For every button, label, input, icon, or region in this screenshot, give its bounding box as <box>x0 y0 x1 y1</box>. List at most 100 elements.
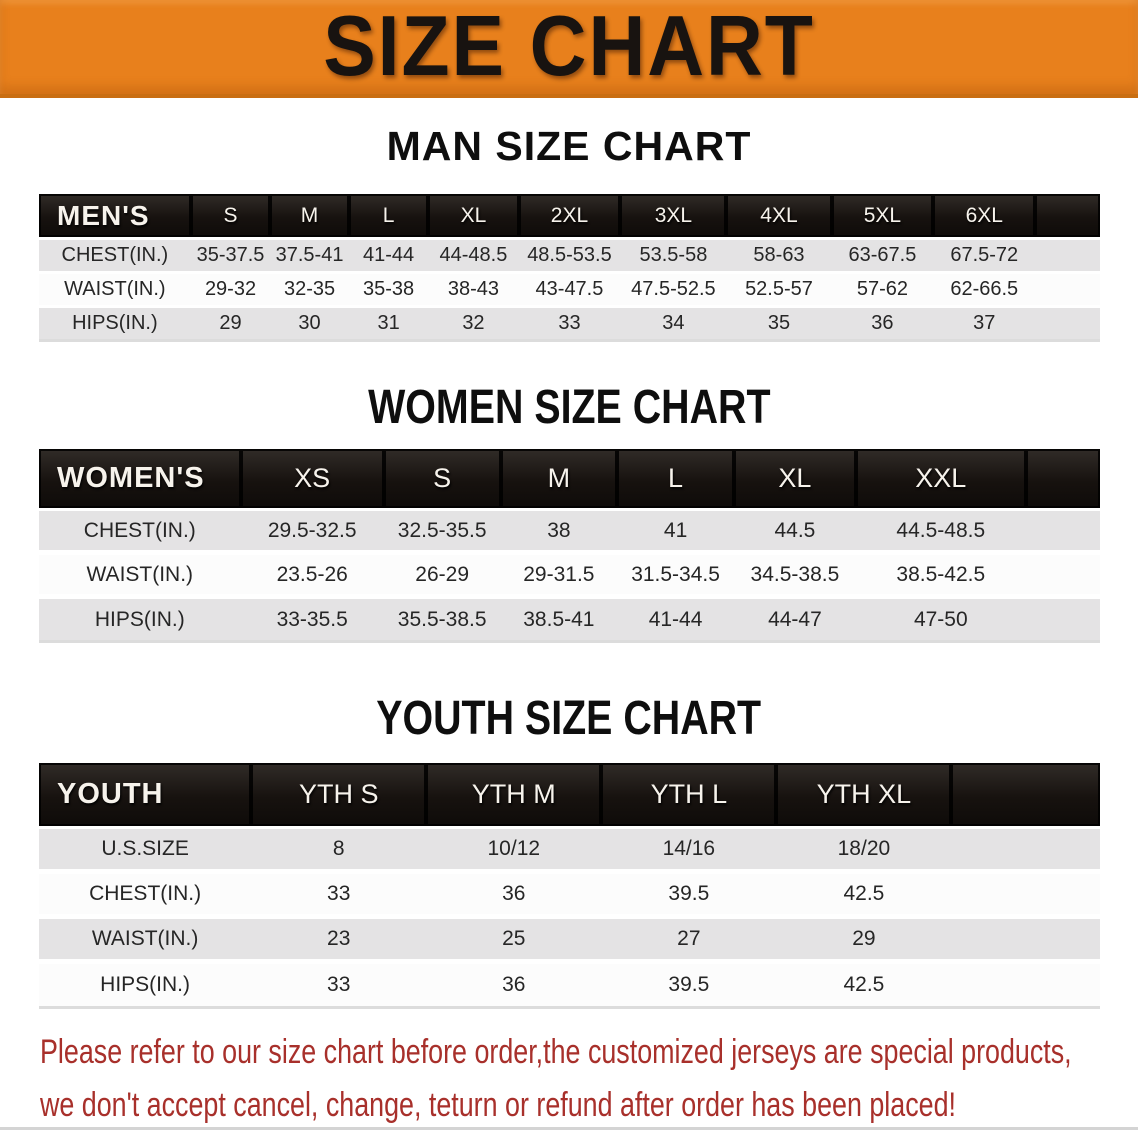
trailing-space <box>951 919 1100 964</box>
disclaimer: Please refer to our size chart before or… <box>40 1029 1138 1132</box>
size-value-cell: 37 <box>933 308 1036 342</box>
size-value-cell: 33 <box>251 964 427 1009</box>
size-value-cell: 41-44 <box>617 599 734 643</box>
size-value-cell: 39.5 <box>601 964 777 1009</box>
women-size-table: WOMEN'S XS S M L XL XXL CHEST(IN.) 29.5-32.5 32.5… <box>39 449 1100 643</box>
size-value-cell: 30 <box>270 308 349 342</box>
size-value-cell: 48.5-53.5 <box>518 240 621 274</box>
table-row: CHEST(IN.) 29.5-32.5 32.5-35.5 38 41 44.5 44.5… <box>39 511 1100 555</box>
size-value-cell: 36 <box>426 964 602 1009</box>
row-label: CHEST(IN.) <box>39 874 252 919</box>
men-section-heading-text: MAN SIZE CHART <box>386 123 752 169</box>
size-value-cell: 34.5-38.5 <box>733 555 856 599</box>
size-value-cell: 26-29 <box>383 555 501 599</box>
size-value-cell: 62-66.5 <box>933 274 1036 308</box>
row-label: CHEST(IN.) <box>39 240 191 274</box>
size-value-cell: 35.5-38.5 <box>383 599 501 643</box>
men-section-heading: MAN SIZE CHART <box>0 123 1138 171</box>
size-column-header: XXL <box>855 449 1026 511</box>
size-column-header: XL <box>428 194 519 240</box>
size-column-header: YTH S <box>251 763 427 829</box>
size-value-cell: 63-67.5 <box>831 240 934 274</box>
trailing-space <box>1025 449 1100 511</box>
size-value-cell: 14/16 <box>601 829 777 874</box>
size-column-header: M <box>270 194 349 240</box>
size-value-cell: 52.5-57 <box>726 274 832 308</box>
table-group-label: MEN'S <box>39 194 191 240</box>
disclaimer-line-2: we don't accept cancel, change, teturn o… <box>40 1082 1138 1132</box>
size-value-cell: 44-47 <box>733 599 856 643</box>
trailing-space <box>1035 240 1100 274</box>
size-value-cell: 35-37.5 <box>190 240 271 274</box>
size-column-header: M <box>500 449 618 511</box>
size-column-header: S <box>190 194 271 240</box>
trailing-space <box>1035 194 1100 240</box>
size-column-header: 5XL <box>831 194 934 240</box>
size-value-cell: 35-38 <box>348 274 429 308</box>
size-value-cell: 29.5-32.5 <box>240 511 384 555</box>
size-column-header: 2XL <box>518 194 621 240</box>
row-label: HIPS(IN.) <box>39 964 252 1009</box>
size-value-cell: 41 <box>617 511 734 555</box>
size-column-header: XS <box>240 449 384 511</box>
size-column-header: L <box>348 194 429 240</box>
table-group-label: WOMEN'S <box>39 449 241 511</box>
trailing-space <box>1025 555 1100 599</box>
size-value-cell: 67.5-72 <box>933 240 1036 274</box>
size-value-cell: 36 <box>426 874 602 919</box>
row-label: WAIST(IN.) <box>39 919 252 964</box>
banner: SIZE CHART <box>0 0 1138 98</box>
table-row: CHEST(IN.) 35-37.5 37.5-41 41-44 44-48.5 48.5… <box>39 240 1100 274</box>
size-value-cell: 44.5 <box>733 511 856 555</box>
size-value-cell: 33-35.5 <box>240 599 384 643</box>
size-value-cell: 47-50 <box>855 599 1026 643</box>
size-value-cell: 18/20 <box>776 829 952 874</box>
disclaimer-line-2-text: we don't accept cancel, change, teturn o… <box>40 1086 956 1124</box>
size-column-header: XL <box>733 449 856 511</box>
size-value-cell: 29-32 <box>190 274 271 308</box>
row-label: WAIST(IN.) <box>39 555 241 599</box>
size-value-cell: 31.5-34.5 <box>617 555 734 599</box>
trailing-space <box>951 874 1100 919</box>
size-value-cell: 36 <box>831 308 934 342</box>
size-column-header: YTH M <box>426 763 602 829</box>
table-row: HIPS(IN.) 29 30 31 32 33 34 35 36 37 <box>39 308 1100 342</box>
size-value-cell: 41-44 <box>348 240 429 274</box>
section-men: MAN SIZE CHART MEN'S S M L XL 2XL 3XL 4XL 5XL 6XL… <box>0 123 1138 342</box>
disclaimer-line-1: Please refer to our size chart before or… <box>40 1029 1138 1082</box>
row-label: CHEST(IN.) <box>39 511 241 555</box>
table-row: WAIST(IN.) 29-32 32-35 35-38 38-43 43-47.5 47.… <box>39 274 1100 308</box>
size-value-cell: 58-63 <box>726 240 832 274</box>
size-table-header-row: WOMEN'S XS S M L XL XXL <box>39 449 1100 511</box>
size-value-cell: 37.5-41 <box>270 240 349 274</box>
youth-section-heading-text: YOUTH SIZE CHART <box>376 692 762 745</box>
size-value-cell: 32 <box>428 308 519 342</box>
table-row: CHEST(IN.) 33 36 39.5 42.5 <box>39 874 1100 919</box>
row-label: U.S.SIZE <box>39 829 252 874</box>
row-label: WAIST(IN.) <box>39 274 191 308</box>
bottom-divider <box>0 1127 1138 1130</box>
size-value-cell: 43-47.5 <box>518 274 621 308</box>
size-value-cell: 53.5-58 <box>620 240 727 274</box>
size-value-cell: 57-62 <box>831 274 934 308</box>
women-section-heading: WOMEN SIZE CHART <box>0 380 1138 434</box>
size-value-cell: 29-31.5 <box>500 555 618 599</box>
page-title: SIZE CHART <box>323 0 815 94</box>
size-value-cell: 38-43 <box>428 274 519 308</box>
table-row: U.S.SIZE 8 10/12 14/16 18/20 <box>39 829 1100 874</box>
youth-section-heading: YOUTH SIZE CHART <box>0 691 1138 745</box>
size-column-header: 4XL <box>726 194 832 240</box>
table-group-label: YOUTH <box>39 763 252 829</box>
size-table-header-row: YOUTH YTH S YTH M YTH L YTH XL <box>39 763 1100 829</box>
table-row: WAIST(IN.) 23.5-26 26-29 29-31.5 31.5-34.5 34… <box>39 555 1100 599</box>
size-value-cell: 29 <box>190 308 271 342</box>
size-value-cell: 44-48.5 <box>428 240 519 274</box>
size-column-header: S <box>383 449 501 511</box>
size-value-cell: 44.5-48.5 <box>855 511 1026 555</box>
size-value-cell: 35 <box>726 308 832 342</box>
trailing-space <box>951 964 1100 1009</box>
trailing-space <box>1035 274 1100 308</box>
disclaimer-line-1-text: Please refer to our size chart before or… <box>40 1033 1072 1071</box>
size-value-cell: 38.5-41 <box>500 599 618 643</box>
